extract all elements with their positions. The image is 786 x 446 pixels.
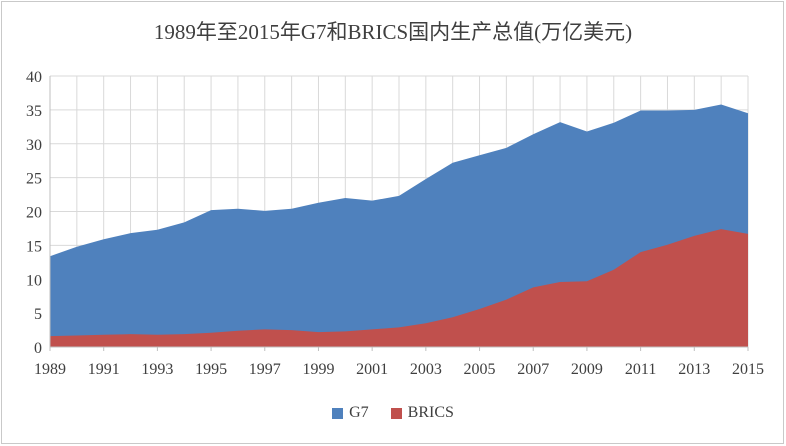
y-axis-label: 40 — [26, 69, 42, 86]
x-axis-label: 2013 — [678, 361, 710, 378]
x-axis-label: 1993 — [141, 361, 173, 378]
x-axis-label: 2003 — [410, 361, 442, 378]
y-axis-label: 35 — [26, 103, 42, 120]
x-axis-label: 2009 — [571, 361, 603, 378]
x-axis-label: 1997 — [249, 361, 281, 378]
y-axis-label: 15 — [26, 238, 42, 255]
x-axis-label: 1999 — [302, 361, 334, 378]
x-axis-label: 2007 — [517, 361, 549, 378]
brics-swatch-icon — [390, 407, 402, 419]
x-axis-label: 1991 — [88, 361, 120, 378]
x-axis-label: 1989 — [34, 361, 66, 378]
y-axis-label: 10 — [26, 272, 42, 289]
legend-label-g7: G7 — [349, 404, 369, 421]
y-axis-label: 5 — [34, 306, 42, 323]
x-axis-label: 1995 — [195, 361, 227, 378]
g7-swatch-icon — [332, 407, 344, 419]
x-axis-label: 2001 — [356, 361, 388, 378]
chart-title: 1989年至2015年G7和BRICS国内生产总值(万亿美元) — [153, 20, 633, 44]
y-axis-label: 25 — [26, 171, 42, 188]
legend-item-g7: G7 — [332, 404, 369, 422]
y-axis-label: 30 — [26, 137, 42, 154]
x-axis-label: 2015 — [732, 361, 764, 378]
legend-label-brics: BRICS — [407, 404, 454, 421]
legend: G7 BRICS — [0, 404, 786, 422]
y-axis-label: 20 — [26, 205, 42, 222]
brics-area — [50, 229, 748, 347]
y-axis-label: 0 — [34, 340, 42, 357]
x-axis-label: 2005 — [464, 361, 496, 378]
x-axis-label: 2011 — [625, 361, 656, 378]
legend-item-brics: BRICS — [390, 404, 454, 422]
